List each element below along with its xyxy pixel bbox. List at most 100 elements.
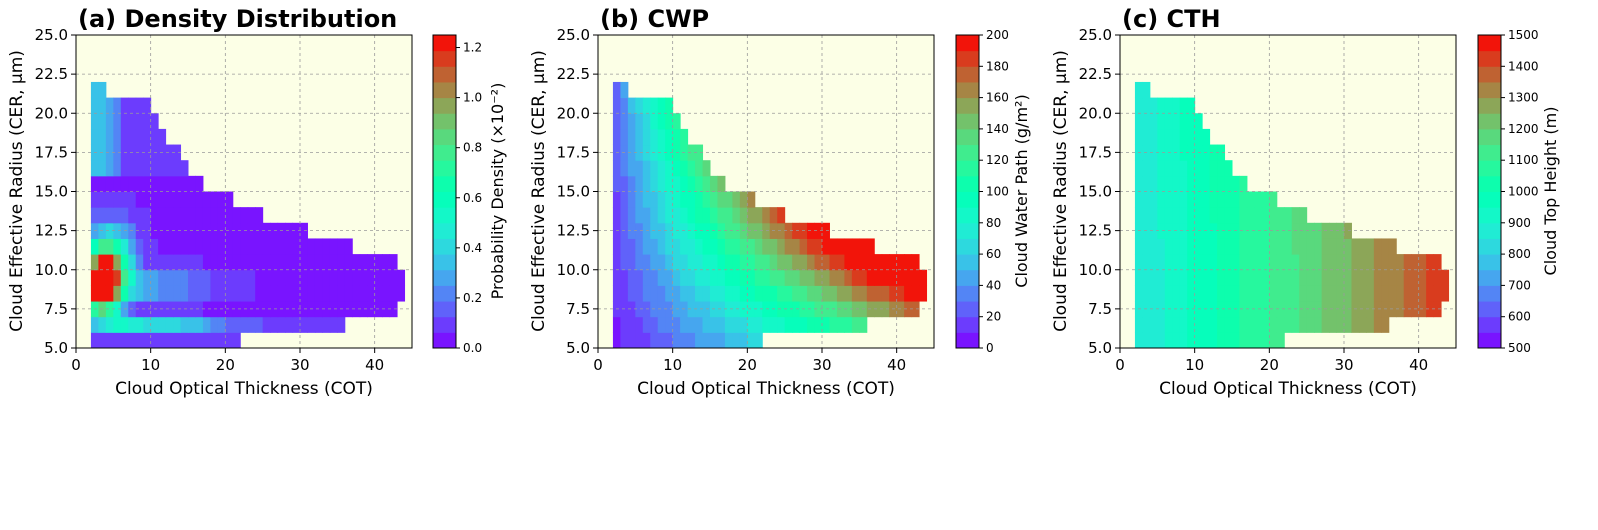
heatmap-cell [329, 301, 338, 318]
heatmap-cell [158, 254, 167, 271]
heatmap-cell [717, 332, 726, 349]
heatmap-cell [210, 191, 219, 208]
heatmap-cell [1157, 113, 1166, 130]
heatmap-cell [173, 222, 182, 239]
heatmap-cell [1246, 269, 1255, 286]
heatmap-cell [120, 128, 129, 146]
heatmap-cell [754, 301, 763, 318]
y-tick-label: 5.0 [566, 339, 590, 357]
heatmap-cell [1306, 238, 1315, 255]
heatmap-cell [1254, 269, 1263, 286]
heatmap-cell [680, 160, 689, 177]
heatmap-cell [165, 222, 174, 239]
heatmap-cell [769, 207, 778, 224]
colorbar-ticks: 0.0 0.2 0.4 0.6 0.8 1.0 1.2 [456, 41, 482, 355]
heatmap-cell [889, 285, 898, 302]
heatmap-cell [188, 207, 196, 224]
heatmap-cell [851, 269, 860, 286]
heatmap-cell [1209, 160, 1218, 177]
heatmap-cell [113, 222, 122, 239]
heatmap-cell [143, 254, 152, 271]
colorbar-segment [956, 191, 979, 208]
heatmap-cell [1134, 332, 1143, 349]
heatmap-cell [777, 269, 786, 286]
heatmap-cell [337, 285, 346, 302]
heatmap-cell [329, 316, 338, 333]
heatmap-cell [188, 175, 196, 192]
heatmap-cell [680, 254, 689, 271]
heatmap-cell [158, 332, 167, 349]
heatmap-cell [1164, 160, 1173, 177]
heatmap-cell [859, 316, 868, 333]
heatmap-cell [90, 191, 99, 208]
heatmap-cell [128, 332, 137, 349]
heatmap-cell [1172, 316, 1181, 333]
heatmap-cell [657, 301, 666, 318]
heatmap-cell [292, 254, 301, 271]
heatmap-cell [1358, 238, 1367, 255]
heatmap-cell [687, 207, 696, 224]
y-tick-label: 22.5 [557, 65, 590, 83]
heatmap-cell [128, 97, 137, 114]
colorbar-tick-label: 1000 [1508, 185, 1539, 199]
heatmap-cell [255, 254, 264, 271]
heatmap-cell [1426, 269, 1435, 286]
heatmap-cell [1232, 285, 1240, 302]
heatmap-cell [1157, 144, 1166, 161]
heatmap-cell [135, 285, 144, 302]
heatmap-cell [836, 285, 845, 302]
heatmap-cell [1441, 269, 1450, 286]
heatmap-cell [874, 285, 883, 302]
heatmap-cell [777, 207, 786, 224]
heatmap-cell [135, 222, 144, 239]
heatmap-cell [627, 113, 636, 130]
heatmap-cell [650, 191, 659, 208]
heatmap-cell [762, 285, 771, 302]
heatmap-cell [844, 269, 853, 286]
heatmap-cell [1314, 316, 1323, 333]
heatmap-cell [635, 301, 644, 318]
heatmap-cell [657, 144, 666, 161]
heatmap-cell [814, 254, 823, 271]
colorbar-tick-label: 0.0 [463, 341, 482, 355]
heatmap-cell [695, 207, 704, 224]
heatmap-cell [1224, 254, 1233, 271]
heatmap-cell [1164, 238, 1173, 255]
heatmap-cell [232, 285, 241, 302]
colorbar-segment [956, 81, 979, 99]
heatmap-cell [866, 285, 875, 302]
heatmap-cell [642, 175, 651, 192]
heatmap-cell [911, 301, 920, 318]
heatmap-cell [90, 238, 99, 255]
heatmap-cell [754, 316, 763, 333]
heatmap-cell [1209, 144, 1218, 161]
heatmap-cell [1396, 254, 1405, 271]
heatmap-cell [792, 238, 801, 255]
heatmap-cell [337, 238, 346, 255]
heatmap-cell [612, 128, 621, 146]
heatmap-cell [1254, 207, 1263, 224]
heatmap-cell [173, 175, 182, 192]
heatmap-cell [836, 269, 845, 286]
heatmap-cell [1209, 316, 1218, 333]
heatmap-cell [180, 207, 189, 224]
heatmap-cell [173, 316, 182, 333]
heatmap-cell [135, 113, 144, 130]
y-tick-label: 12.5 [557, 222, 590, 240]
heatmap-cell [1172, 207, 1181, 224]
heatmap-cell [240, 285, 249, 302]
heatmap-cell [657, 285, 666, 302]
heatmap-cell [710, 285, 718, 302]
heatmap-cell [702, 254, 711, 271]
heatmap-cell [1329, 254, 1338, 271]
heatmap-cell [1157, 160, 1166, 177]
heatmap-cell [135, 144, 144, 161]
heatmap-cell [1239, 285, 1248, 302]
heatmap-cell [277, 316, 286, 333]
heatmap-cell [747, 191, 756, 208]
heatmap-cell [1187, 222, 1196, 239]
heatmap-cell [1261, 332, 1270, 349]
colorbar-segment [956, 175, 979, 192]
heatmap-cell [1187, 238, 1196, 255]
y-tick-label: 20.0 [35, 104, 68, 122]
